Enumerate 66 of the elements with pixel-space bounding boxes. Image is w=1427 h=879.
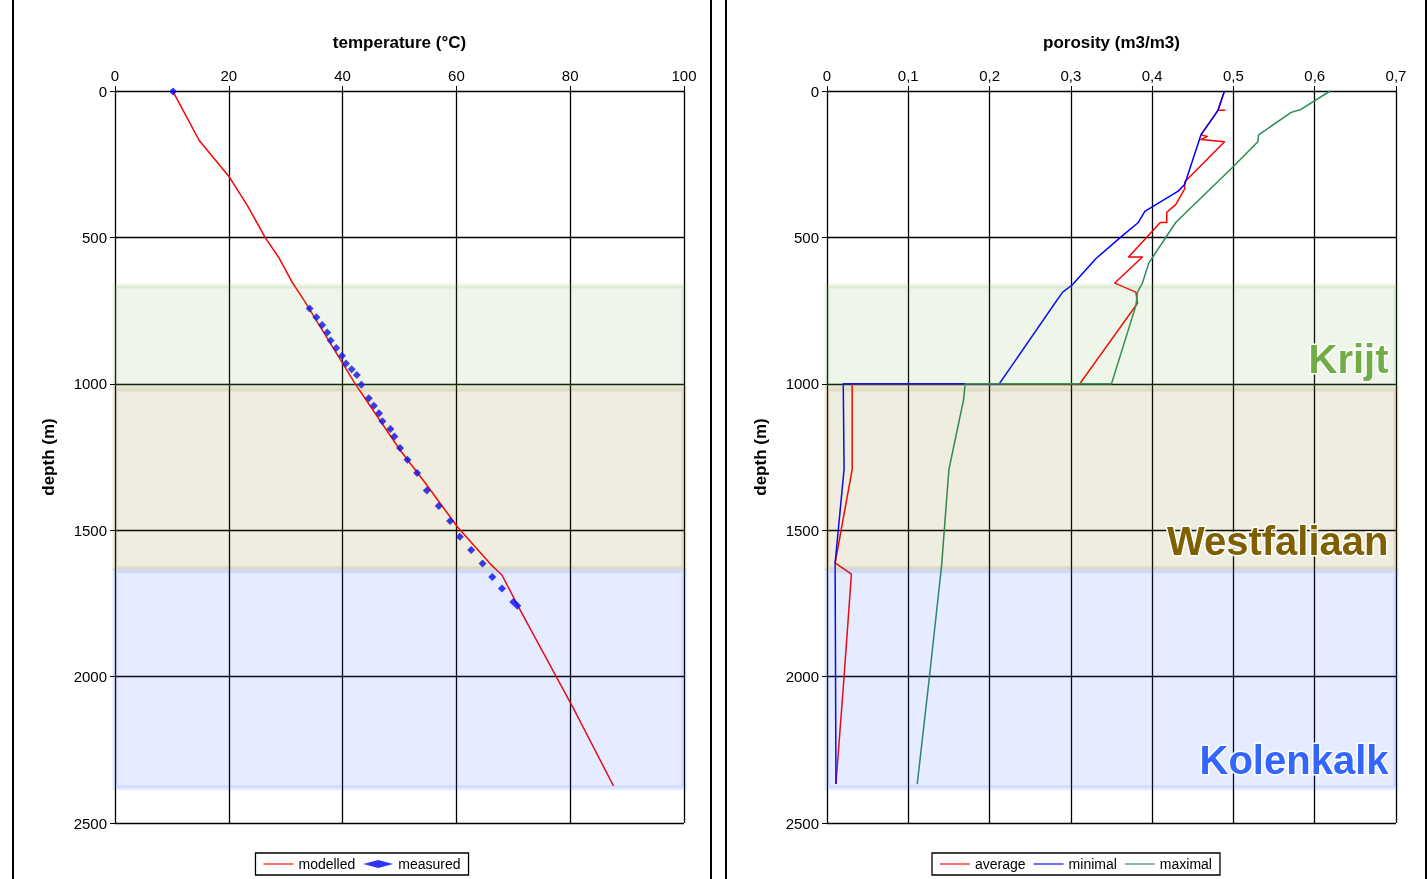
- point: [369, 401, 378, 410]
- y-axis-title: depth (m): [39, 418, 58, 496]
- point: [312, 313, 321, 322]
- y-tick-label: 500: [793, 228, 819, 246]
- point: [378, 417, 387, 426]
- point: [347, 365, 356, 374]
- y-tick-label: 2000: [73, 668, 107, 686]
- point: [323, 328, 332, 337]
- legend-label: maximal: [1159, 856, 1212, 872]
- point: [403, 455, 412, 464]
- legend-label: measured: [398, 856, 461, 872]
- point: [357, 380, 366, 389]
- point: [396, 443, 405, 452]
- point: [434, 501, 443, 510]
- point: [375, 409, 384, 418]
- x-tick-label: 0,3: [1060, 67, 1082, 84]
- point: [422, 486, 431, 495]
- y-tick-label: 1500: [73, 521, 107, 539]
- x-tick-label: 0,4: [1141, 67, 1163, 84]
- x-tick-label: 0,7: [1385, 67, 1407, 84]
- x-tick-label: 20: [220, 67, 238, 84]
- x-tick-label: 80: [561, 67, 579, 84]
- y-tick-label: 2500: [73, 814, 107, 832]
- legend-label: modelled: [298, 856, 356, 872]
- point: [509, 597, 518, 606]
- point: [352, 371, 361, 380]
- point: [478, 559, 487, 568]
- y-tick-label: 0: [810, 82, 819, 100]
- point: [497, 584, 506, 593]
- x-tick-label: 0,2: [979, 67, 1000, 84]
- point: [338, 351, 347, 360]
- y-tick-label: 2500: [785, 814, 819, 832]
- point: [326, 336, 335, 345]
- point: [386, 424, 395, 433]
- x-tick-label: 60: [448, 67, 465, 84]
- x-tick-label: 0: [822, 67, 832, 84]
- legend-label: average: [975, 856, 1026, 872]
- point: [513, 601, 522, 610]
- y-tick-label: 1000: [73, 375, 107, 393]
- point: [342, 359, 351, 368]
- y-tick-label: 2000: [785, 668, 819, 686]
- y-tick-label: 1000: [785, 375, 819, 393]
- x-tick-label: 40: [334, 67, 351, 84]
- point: [318, 320, 327, 329]
- point: [413, 469, 422, 478]
- point: [169, 87, 178, 96]
- y-tick-label: 0: [98, 82, 107, 100]
- x-axis-title: porosity (m3/m3): [1043, 33, 1180, 52]
- point: [364, 394, 373, 403]
- point: [467, 546, 476, 555]
- y-tick-label: 1500: [785, 521, 819, 539]
- x-axis-title: temperature (°C): [332, 33, 467, 52]
- x-tick-label: 0,5: [1223, 67, 1244, 84]
- point: [446, 517, 455, 526]
- point: [488, 573, 497, 582]
- x-tick-label: 100: [671, 67, 697, 84]
- point: [390, 432, 399, 441]
- y-axis-title: depth (m): [751, 418, 770, 496]
- x-tick-label: 0: [110, 67, 120, 84]
- point: [455, 532, 464, 541]
- x-tick-label: 0,6: [1304, 67, 1326, 84]
- legend-label: minimal: [1068, 856, 1117, 872]
- point: [305, 304, 314, 313]
- x-tick-label: 0,1: [897, 67, 919, 84]
- point: [332, 344, 341, 353]
- y-tick-label: 500: [81, 228, 107, 246]
